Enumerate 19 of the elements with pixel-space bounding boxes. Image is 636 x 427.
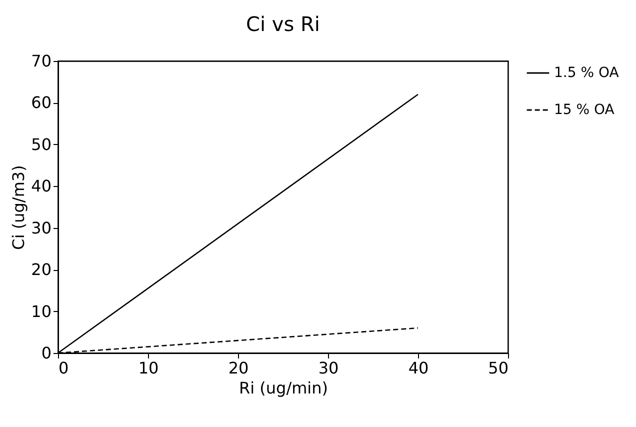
- chart-title: Ci vs Ri: [246, 12, 320, 36]
- x-tick-label: 30: [318, 358, 339, 378]
- legend-label: 1.5 % OA: [554, 65, 620, 81]
- x-tick-label: 20: [228, 358, 249, 378]
- x-tick-label: 0: [58, 358, 69, 378]
- y-tick-label: 50: [31, 134, 52, 154]
- y-tick-label: 70: [31, 52, 52, 70]
- legend-label: 15 % OA: [554, 102, 615, 118]
- y-tick-label: 0: [41, 344, 52, 362]
- y-tick-label: 30: [31, 218, 52, 238]
- y-tick-label: 10: [31, 302, 52, 321]
- x-axis-title: Ri (ug/min): [239, 378, 328, 398]
- y-tick-label: 20: [31, 260, 52, 280]
- y-axis-title: Ci (ug/m3): [9, 165, 28, 250]
- x-tick-label: 50: [488, 358, 508, 378]
- y-tick-label: 60: [31, 93, 52, 112]
- x-tick-label: 10: [138, 358, 159, 378]
- y-tick-label: 40: [31, 176, 52, 196]
- x-tick-label: 40: [408, 358, 429, 378]
